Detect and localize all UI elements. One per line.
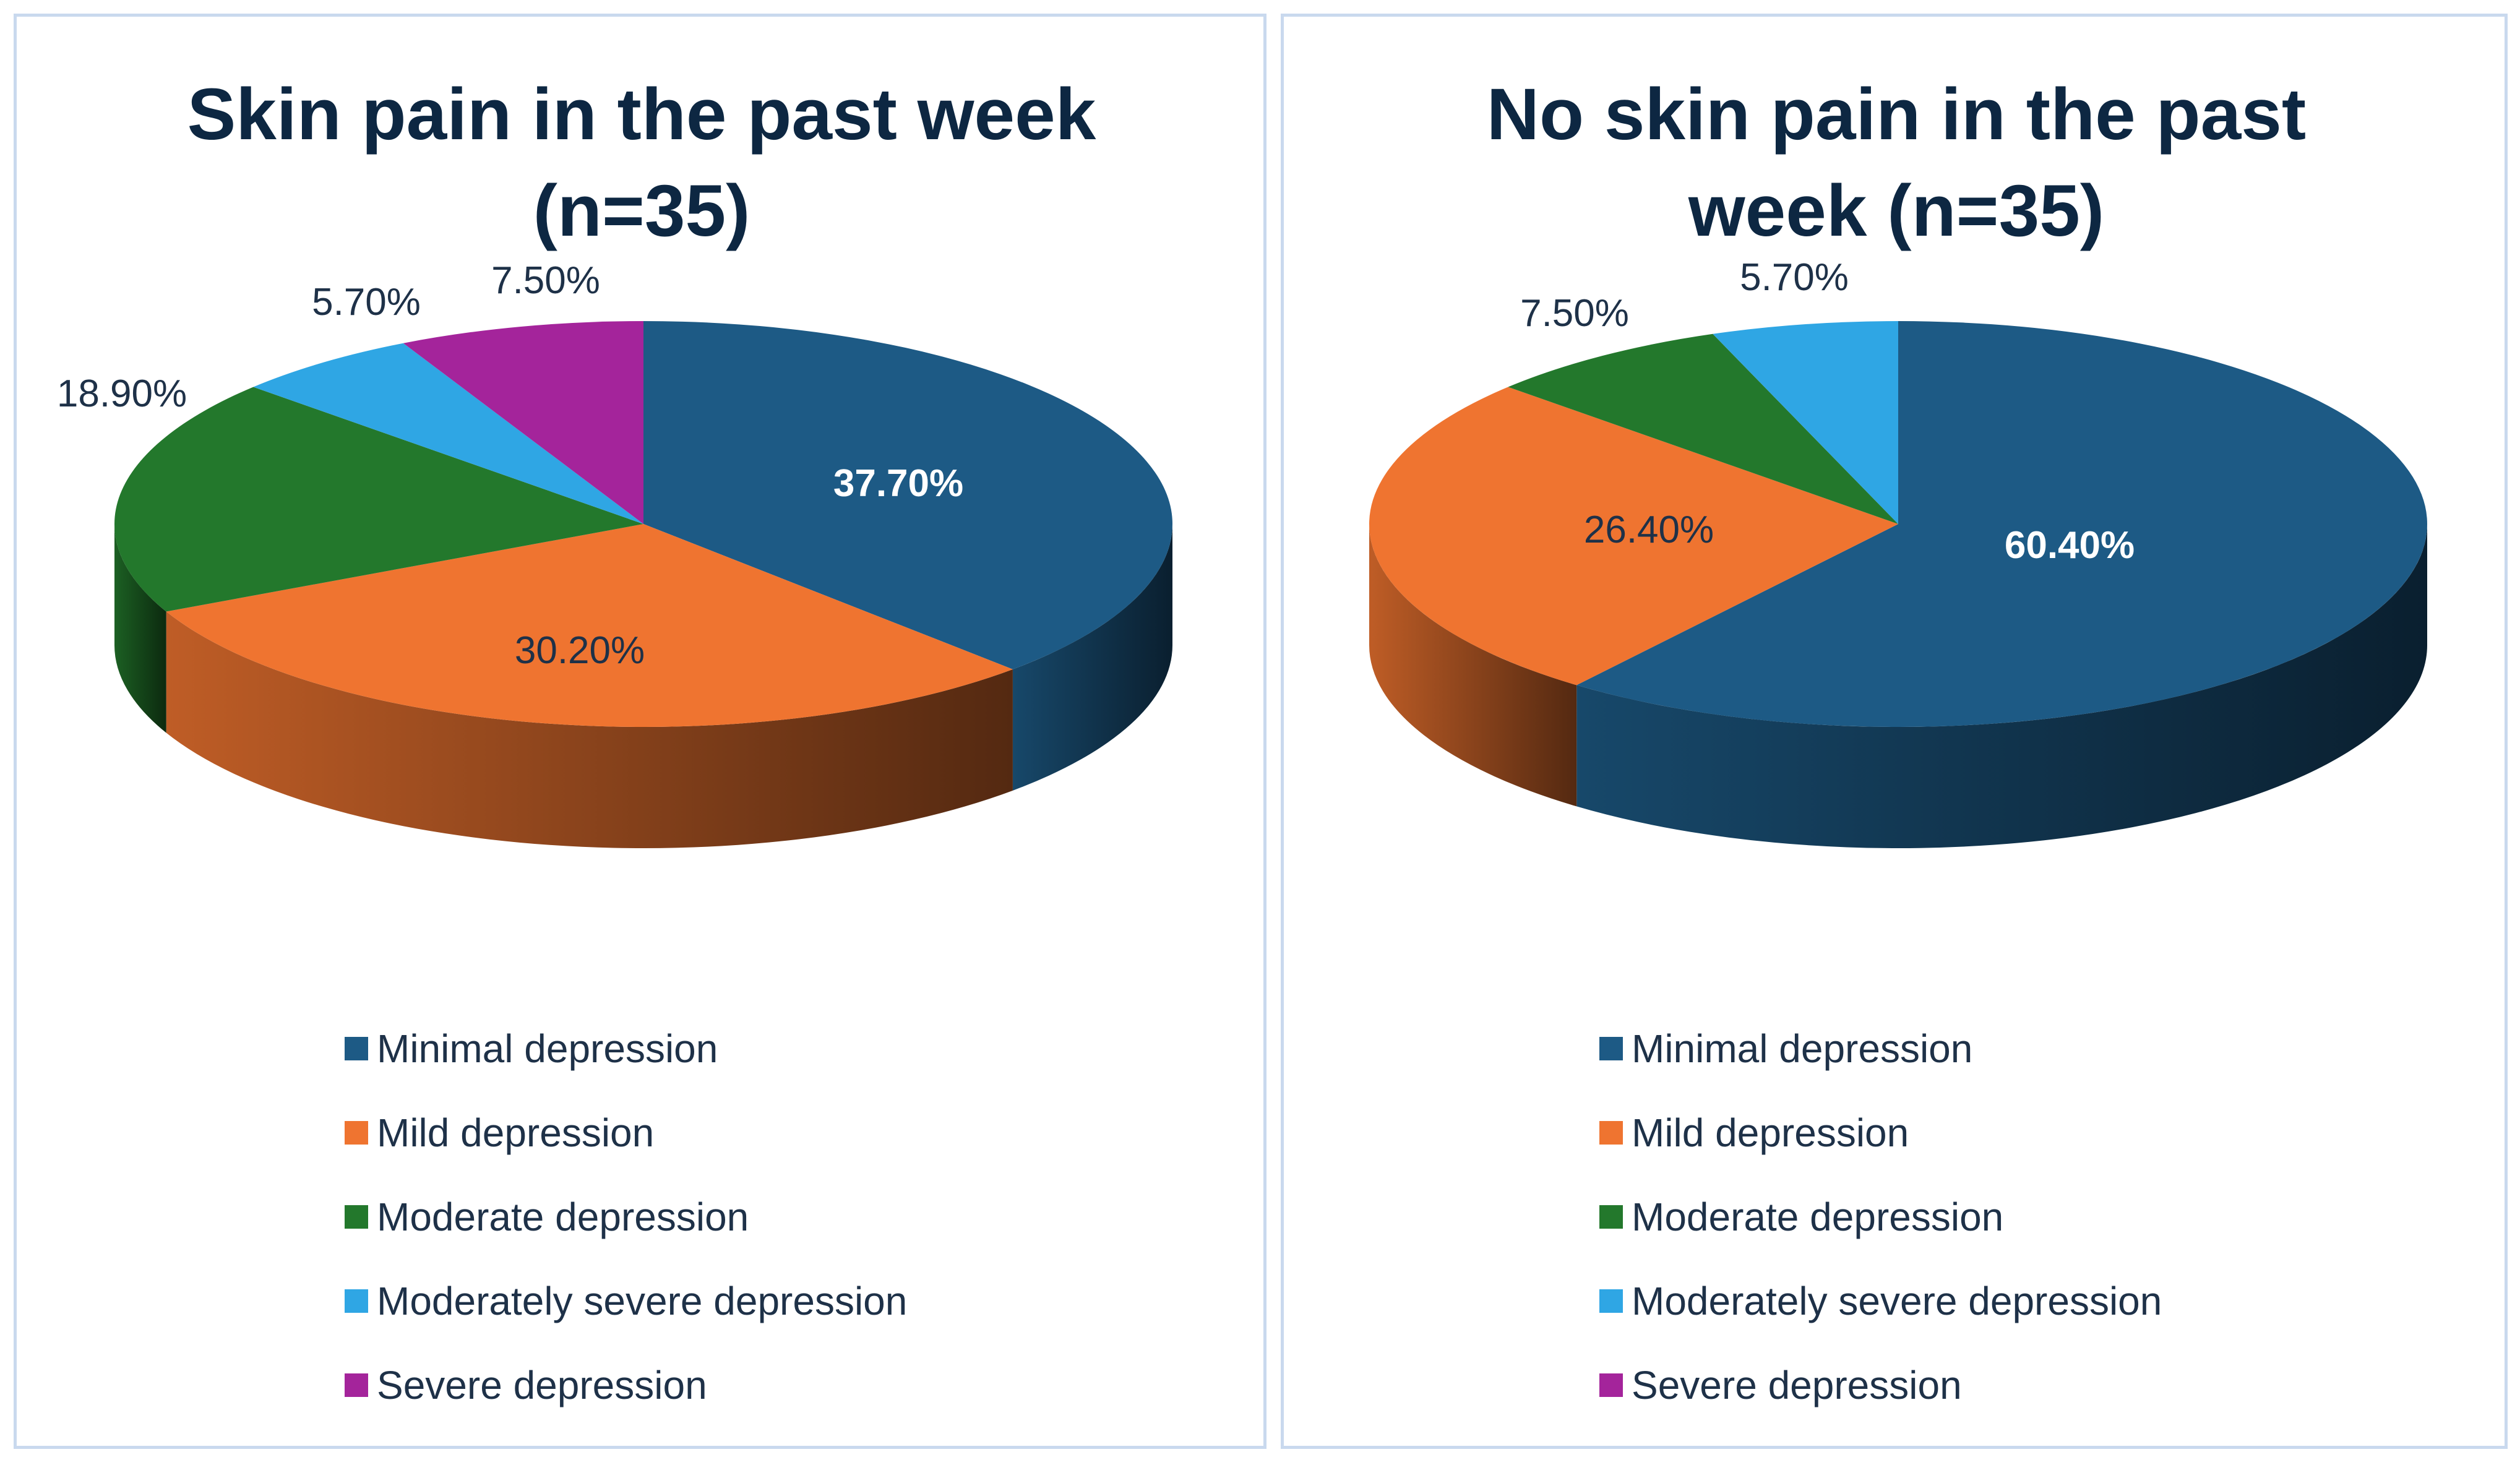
legend-swatch [1599, 1205, 1623, 1229]
legend-item: Moderate depression [1599, 1175, 2162, 1259]
legend-label: Mild depression [1632, 1111, 1909, 1155]
data-label: 7.50% [1520, 292, 1629, 335]
legend-swatch [345, 1289, 368, 1313]
legend-item: Severe depression [1599, 1343, 2162, 1427]
legend-item: Moderately severe depression [1599, 1259, 2162, 1343]
pie-slice-moderately-severe-depression [1713, 321, 1898, 524]
legend-item: Moderately severe depression [345, 1259, 907, 1343]
pie-slice-moderately-severe-depression [253, 343, 643, 524]
legend: Minimal depression Mild depression Moderat… [1599, 1007, 2162, 1427]
legend-label: Moderate depression [1632, 1195, 2004, 1239]
data-label: 60.40% [2005, 524, 2135, 567]
pie-tops [114, 321, 1172, 727]
pie-slice-side [1576, 524, 2427, 848]
pie-slice-side [1012, 524, 1172, 791]
pie-slice-mild-depression [1369, 387, 1898, 685]
data-label: 7.50% [491, 259, 600, 302]
data-label: 37.70% [833, 462, 963, 505]
legend-swatch [1599, 1289, 1623, 1313]
pie-sides [114, 524, 1172, 848]
pie-chart-no-skin-pain: 60.40% 26.40% 7.50% 5.70% [1369, 256, 2427, 848]
pie-sides [1369, 524, 2427, 848]
legend-swatch [1599, 1121, 1623, 1145]
chart-panel-skin-pain: Skin pain in the past week (n=35) 37.70%… [14, 14, 1266, 1449]
legend-label: Moderately severe depression [377, 1279, 908, 1323]
pie-slice-side [114, 524, 166, 733]
chart-title: Skin pain in the past week (n=35) [187, 74, 1096, 252]
pie-tops [1369, 321, 2427, 727]
legend-item: Minimal depression [345, 1007, 907, 1091]
legend-label: Minimal depression [1632, 1026, 1973, 1071]
legend-swatch [1599, 1037, 1623, 1060]
data-label: 5.70% [1740, 256, 1849, 299]
legend-item: Severe depression [345, 1343, 907, 1427]
pie-slice-minimal-depression [1576, 321, 2427, 727]
legend-swatch [345, 1037, 368, 1060]
pie-slice-mild-depression [166, 524, 1013, 727]
legend-item: Mild depression [345, 1091, 907, 1175]
chart-title: No skin pain in the past week (n=35) [1486, 74, 2307, 252]
legend-swatch [345, 1205, 368, 1229]
legend-swatch [1599, 1373, 1623, 1397]
legend-item: Minimal depression [1599, 1007, 2162, 1091]
pie-slice-side [166, 611, 1013, 848]
legend-swatch [345, 1373, 368, 1397]
legend-label: Moderate depression [377, 1195, 749, 1239]
data-label: 30.20% [515, 629, 645, 672]
pie-chart-skin-pain: 37.70% 30.20% 18.90% 5.70% 7.50% [57, 259, 1172, 848]
data-label: 26.40% [1584, 509, 1714, 551]
legend-label: Severe depression [377, 1363, 707, 1407]
data-label: 5.70% [312, 281, 421, 324]
legend-swatch [345, 1121, 368, 1145]
legend-label: Moderately severe depression [1632, 1279, 2162, 1323]
legend-item: Mild depression [1599, 1091, 2162, 1175]
pie-slice-side [1369, 524, 1577, 807]
chart-panel-no-skin-pain: No skin pain in the past week (n=35) 60.… [1281, 14, 2508, 1449]
legend-label: Minimal depression [377, 1026, 718, 1071]
legend-item: Moderate depression [345, 1175, 907, 1259]
legend-label: Mild depression [377, 1111, 655, 1155]
pie-slice-moderate-depression [114, 387, 644, 612]
legend: Minimal depression Mild depression Moderat… [345, 1007, 907, 1427]
pie-slice-moderate-depression [1508, 333, 1898, 524]
legend-label: Severe depression [1632, 1363, 1962, 1407]
pie-slice-severe-depression [403, 321, 643, 524]
data-label: 18.90% [57, 372, 187, 415]
pie-slice-minimal-depression [643, 321, 1172, 669]
